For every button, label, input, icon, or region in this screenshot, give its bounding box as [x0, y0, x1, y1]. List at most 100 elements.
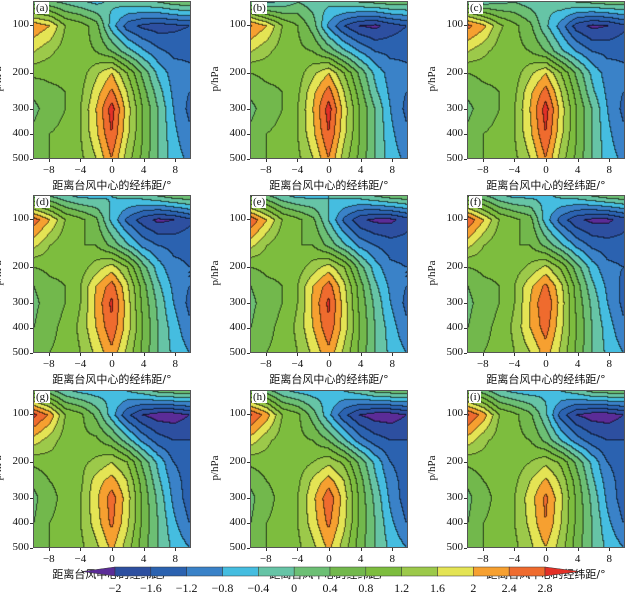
- x-tick-mark: [360, 353, 362, 356]
- x-tick-mark: [546, 159, 547, 162]
- x-tick-mark: [112, 548, 113, 551]
- colorbar-segment: [329, 566, 367, 577]
- y-tick-label: 300: [229, 491, 247, 503]
- x-tick-label: −8: [476, 553, 489, 565]
- panel-label: (d): [35, 196, 50, 208]
- y-tick-mark: [247, 523, 250, 524]
- x-tick-label: −4: [74, 553, 87, 565]
- x-tick-label: 4: [140, 358, 147, 370]
- panel-label: (b): [252, 2, 267, 14]
- panel-label: (c): [469, 2, 484, 14]
- x-tick-mark: [577, 159, 579, 162]
- y-tick-mark: [30, 353, 33, 354]
- y-tick-label: 400: [12, 321, 30, 333]
- colorbar-tick-label: 2.4: [502, 581, 517, 595]
- y-axis-label: p/hPa: [209, 260, 221, 286]
- x-tick-mark: [80, 548, 82, 551]
- y-tick-label: 300: [12, 102, 30, 114]
- x-tick-label: 8: [172, 358, 178, 370]
- y-tick-mark: [30, 134, 33, 135]
- contour-field: [33, 390, 191, 548]
- y-axis-label: p/hPa: [0, 455, 4, 481]
- y-axis-label: p/hPa: [209, 455, 221, 481]
- y-tick-label: 400: [12, 516, 30, 528]
- y-tick-label: 500: [12, 152, 30, 164]
- x-axis-label: 距离台风中心的经纬距/°: [269, 373, 389, 386]
- x-tick-mark: [48, 159, 50, 162]
- colorbar-tick-label: 2.8: [538, 581, 553, 595]
- contour-panel: (i)100200300400500−8−4048距离台风中心的经纬距/°p/h…: [426, 390, 625, 581]
- x-tick-label: −8: [476, 358, 489, 370]
- y-tick-mark: [464, 219, 467, 220]
- x-tick-label: 4: [357, 358, 364, 370]
- y-tick-mark: [247, 462, 250, 463]
- colorbar-tick-label: −0.8: [212, 581, 234, 595]
- y-tick-mark: [464, 25, 467, 26]
- colorbar-segment: [222, 566, 259, 577]
- x-tick-mark: [360, 548, 362, 551]
- y-tick-label: 500: [446, 346, 464, 358]
- x-tick-label: 8: [172, 164, 178, 176]
- x-tick-label: 0: [326, 164, 332, 176]
- colorbar-tick-label: −0.4: [247, 581, 269, 595]
- x-tick-mark: [392, 548, 394, 551]
- x-tick-mark: [80, 159, 82, 162]
- y-tick-label: 100: [446, 18, 464, 30]
- y-tick-label: 100: [12, 18, 30, 30]
- contour-field: [250, 1, 408, 159]
- colorbar: −2 −1.6 −1.2 −0.8 −0.4 0 0.4 0.8 1.2 1.6 2 2.4 2.8: [81, 566, 581, 595]
- y-tick-label: 500: [229, 541, 247, 553]
- panel-label: (h): [252, 391, 267, 403]
- y-tick-label: 400: [446, 516, 464, 528]
- y-tick-mark: [247, 498, 250, 499]
- x-tick-mark: [143, 159, 145, 162]
- y-tick-mark: [464, 303, 467, 304]
- x-tick-label: −4: [74, 358, 87, 370]
- y-tick-mark: [464, 267, 467, 268]
- x-axis-label: 距离台风中心的经纬距/°: [486, 179, 606, 192]
- y-tick-mark: [30, 414, 33, 415]
- contour-field: [467, 195, 625, 353]
- y-tick-label: 300: [229, 296, 247, 308]
- x-tick-label: 8: [389, 358, 395, 370]
- y-tick-label: 500: [446, 541, 464, 553]
- contour-panel: (d) 100 200 300 400 500 −8 −4 0 4 8 距离台风中心的经纬距/° p/h…: [0, 195, 191, 386]
- y-tick-mark: [464, 353, 467, 354]
- y-tick-mark: [464, 73, 467, 74]
- colorbar-high-triangle: [544, 566, 581, 577]
- contour-field: [467, 1, 625, 159]
- y-tick-label: 100: [229, 18, 247, 30]
- colorbar-tick-label: 2: [470, 581, 476, 595]
- colorbar-segment: [508, 566, 546, 577]
- panel-label: (e): [252, 196, 267, 208]
- y-tick-mark: [247, 353, 250, 354]
- y-tick-mark: [30, 303, 33, 304]
- x-tick-mark: [482, 159, 484, 162]
- colorbar-segment: [150, 566, 187, 577]
- y-axis-label: p/hPa: [209, 66, 221, 92]
- colorbar-tick-label: 0.4: [323, 581, 338, 595]
- x-axis-label: 距离台风中心的经纬距/°: [269, 179, 389, 192]
- x-tick-mark: [546, 548, 547, 551]
- y-tick-label: 100: [229, 212, 247, 224]
- panel-label: (a): [35, 2, 50, 14]
- y-tick-mark: [464, 523, 467, 524]
- y-tick-mark: [247, 159, 250, 160]
- y-tick-mark: [247, 25, 250, 26]
- y-axis-label: p/hPa: [426, 455, 438, 481]
- y-tick-label: 200: [446, 260, 464, 272]
- x-tick-label: 0: [109, 358, 115, 370]
- y-tick-label: 100: [446, 407, 464, 419]
- x-tick-mark: [392, 159, 394, 162]
- colorbar-low-triangle: [81, 566, 116, 577]
- x-tick-mark: [482, 548, 484, 551]
- colorbar-segment: [258, 566, 295, 577]
- y-tick-label: 100: [12, 212, 30, 224]
- y-tick-mark: [464, 109, 467, 110]
- y-tick-mark: [30, 328, 33, 329]
- x-tick-label: −4: [508, 164, 521, 176]
- y-tick-label: 500: [12, 541, 30, 553]
- x-tick-label: 4: [574, 164, 581, 176]
- colorbar-segment: [401, 566, 438, 577]
- x-tick-label: 8: [389, 553, 395, 565]
